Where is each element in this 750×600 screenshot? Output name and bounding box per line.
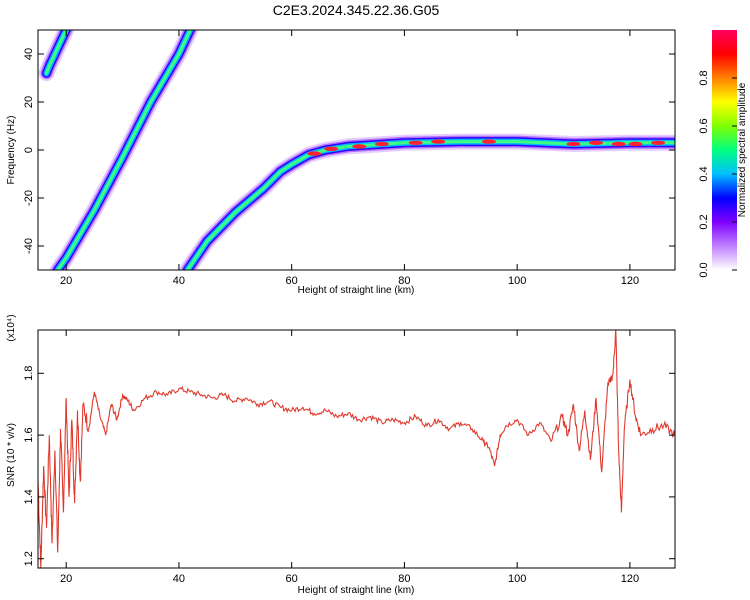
colorbar-label: Normalized spectral amplitude <box>737 82 748 217</box>
snr-series-line <box>37 329 676 569</box>
spectrogram-peak <box>481 139 496 144</box>
spectrogram-ridges <box>38 30 675 270</box>
colorbar-gradient <box>712 30 737 270</box>
spectrogram-peak <box>408 140 423 145</box>
y-tick-label: 0 <box>23 147 35 153</box>
x-tick-label: 80 <box>398 573 410 585</box>
snr-x-ticks: 20 40 60 80 100 120 <box>60 330 639 585</box>
x-tick-label: 80 <box>398 275 410 287</box>
x-tick-label: 100 <box>508 275 526 287</box>
spectrogram-peak <box>324 146 339 151</box>
x-tick-label: 120 <box>621 275 639 287</box>
spectrogram-peak <box>307 151 322 156</box>
y-tick-label: 40 <box>23 48 35 60</box>
colorbar: 0.0 0.2 0.4 0.6 0.8 Normalized spectral ampl… <box>698 30 748 278</box>
spectrogram-panel: 20 40 60 80 100 120 -40 -20 0 20 40 Height of str… <box>6 29 676 296</box>
spectrogram-peak <box>611 141 626 147</box>
x-tick-label: 100 <box>508 573 526 585</box>
spectrogram-y-ticks: -40 -20 0 20 40 <box>23 48 675 254</box>
y-tick-label: -40 <box>23 238 35 254</box>
y-tick-label: -20 <box>23 190 35 206</box>
snr-panel: 20 40 60 80 100 120 1.2 1.4 1.6 1.8 Height of st… <box>6 314 676 596</box>
y-tick-label: 1.2 <box>23 551 35 566</box>
snr-x-label: Height of straight line (km) <box>298 585 415 596</box>
x-tick-label: 40 <box>173 275 185 287</box>
ridge-diagonal-band-4 <box>56 30 192 270</box>
y-tick-label: 20 <box>23 96 35 108</box>
spectrogram-peak <box>651 140 666 145</box>
spectrogram-y-label: Frequency (Hz) <box>6 116 17 185</box>
spectrogram-peak <box>566 141 581 147</box>
x-tick-label: 60 <box>286 275 298 287</box>
spectrogram-peak <box>431 139 446 144</box>
snr-plot-area <box>38 330 675 568</box>
spectrogram-x-ticks: 20 40 60 80 100 120 <box>60 30 639 287</box>
colorbar-tick-label: 0.8 <box>698 70 710 85</box>
x-tick-label: 60 <box>286 573 298 585</box>
figure-title: C2E3.2024.345.22.36.G05 <box>273 2 440 18</box>
ridge-left-top-band-4 <box>45 30 68 75</box>
colorbar-tick-label: 0.6 <box>698 118 710 133</box>
spectrogram-peak <box>589 140 604 145</box>
x-tick-label: 40 <box>173 573 185 585</box>
y-tick-label: 1.8 <box>23 366 35 381</box>
y-tick-label: 1.6 <box>23 427 35 442</box>
colorbar-tick-label: 0.4 <box>698 166 710 181</box>
spectrogram-peak <box>374 141 389 147</box>
colorbar-ticks: 0.0 0.2 0.4 0.6 0.8 <box>698 70 737 278</box>
snr-y-ticks: 1.2 1.4 1.6 1.8 <box>23 366 675 566</box>
x-tick-label: 120 <box>621 573 639 585</box>
snr-y-unit: (x10⁴) <box>6 314 17 341</box>
y-tick-label: 1.4 <box>23 489 35 504</box>
colorbar-tick-label: 0.0 <box>698 262 710 277</box>
x-tick-label: 20 <box>60 275 72 287</box>
spectrogram-x-label: Height of straight line (km) <box>298 285 415 296</box>
snr-frame <box>37 329 676 569</box>
spectrogram-peak <box>352 144 367 149</box>
colorbar-tick-label: 0.2 <box>698 214 710 229</box>
snr-y-label: SNR (10 * v/v) <box>6 423 17 487</box>
x-tick-label: 20 <box>60 573 72 585</box>
spectrogram-peak <box>628 141 643 147</box>
